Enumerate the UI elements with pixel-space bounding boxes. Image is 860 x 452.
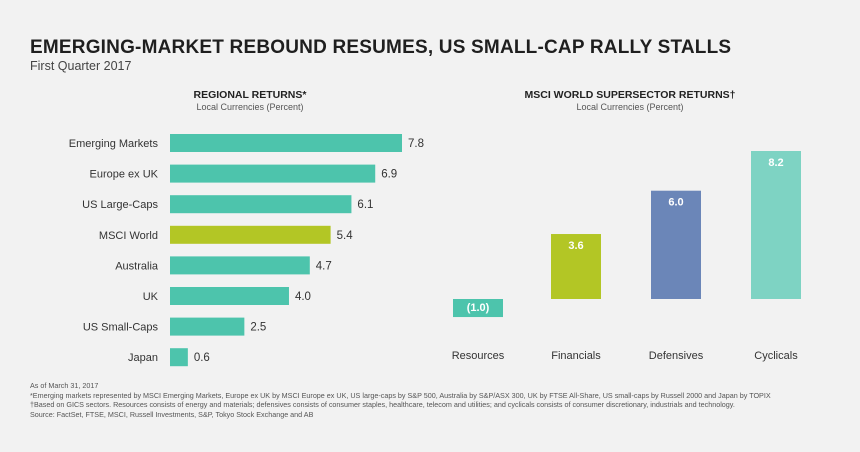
footnote-regional: *Emerging markets represented by MSCI Em…	[30, 390, 771, 400]
supersector-returns-title: MSCI WORLD SUPERSECTOR RETURNS†	[524, 89, 736, 101]
region-value-label: 5.4	[337, 230, 354, 242]
region-value-label: 7.8	[408, 138, 424, 150]
region-bar	[170, 287, 289, 305]
region-category-label: US Small-Caps	[83, 322, 159, 334]
region-value-label: 4.7	[316, 260, 332, 272]
chart-subtitle: First Quarter 2017	[30, 59, 132, 73]
sector-bar	[751, 151, 801, 299]
footnote-source: Source: FactSet, FTSE, MSCI, Russell Inv…	[30, 409, 314, 419]
sector-category-label: Financials	[551, 350, 601, 362]
regional-returns-title: REGIONAL RETURNS*	[193, 89, 307, 101]
region-bar	[170, 225, 331, 244]
region-value-label: 0.6	[194, 352, 210, 364]
region-bar	[170, 195, 352, 214]
sector-bar	[453, 299, 503, 318]
chart-title: EMERGING-MARKET REBOUND RESUMES, US SMAL…	[30, 37, 732, 58]
sector-value-label: 3.6	[568, 240, 583, 252]
sector-category-label: Resources	[452, 350, 505, 362]
region-value-label: 4.0	[295, 291, 311, 303]
sector-category-label: Defensives	[649, 350, 704, 362]
regional-returns-subtitle: Local Currencies (Percent)	[196, 102, 304, 112]
supersector-returns-subtitle: Local Currencies (Percent)	[576, 102, 684, 112]
region-bar	[170, 164, 376, 183]
sector-value-label: 6.0	[668, 197, 683, 209]
sector-category-label: Cyclicals	[754, 350, 798, 362]
region-bar	[170, 317, 245, 336]
footnotes: As of March 31, 2017 *Emerging markets r…	[30, 381, 850, 419]
region-value-label: 2.5	[250, 322, 266, 334]
footnote-date: As of March 31, 2017	[30, 381, 99, 390]
footnote-gics: †Based on GICS sectors. Resources consis…	[30, 400, 735, 410]
region-value-label: 6.1	[357, 199, 373, 211]
sector-bar	[651, 190, 701, 299]
region-category-label: Emerging Markets	[69, 138, 159, 150]
region-bar	[170, 134, 402, 152]
region-category-label: US Large-Caps	[82, 199, 158, 211]
region-bar	[170, 348, 188, 367]
sector-value-label: (1.0)	[467, 302, 490, 314]
region-category-label: MSCI World	[99, 230, 158, 242]
region-value-label: 6.9	[381, 169, 397, 181]
sector-bar	[551, 234, 601, 299]
region-bar	[170, 256, 310, 275]
region-category-label: Australia	[115, 260, 159, 272]
sector-value-label: 8.2	[768, 157, 783, 169]
region-category-label: Japan	[128, 352, 158, 364]
region-category-label: Europe ex UK	[90, 169, 159, 181]
region-category-label: UK	[143, 291, 159, 303]
